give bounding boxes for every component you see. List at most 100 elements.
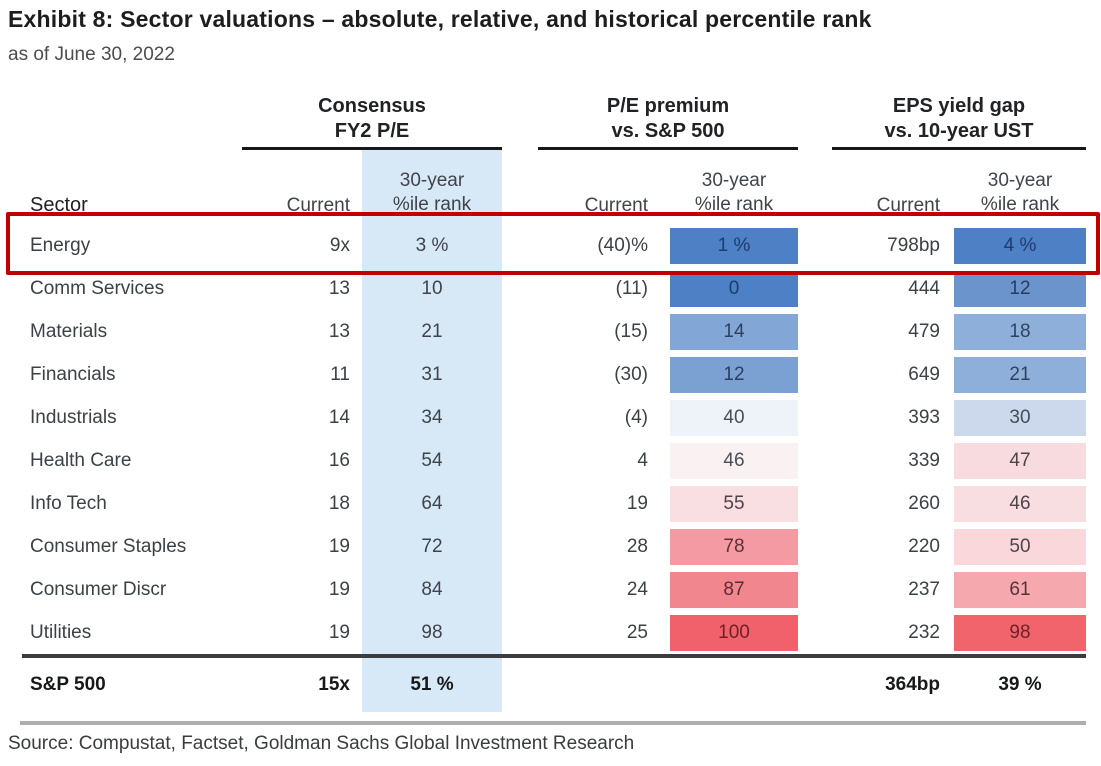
eps-percentile-cell: 47 xyxy=(954,439,1086,482)
eps-percentile-cell: 21 xyxy=(954,353,1086,396)
footer-divider xyxy=(20,721,1086,725)
eps-current-cell: 260 xyxy=(908,492,940,514)
eps-current-cell: 444 xyxy=(908,277,940,299)
eps-percentile-cell: 4 % xyxy=(954,224,1086,267)
fy2-current-cell: 18 xyxy=(328,492,350,514)
percentile-header-premium: 30-year %ile rank xyxy=(694,170,774,215)
group-header-spacer xyxy=(22,84,242,149)
table-row: Health Care 16 54 4 46 339 47 xyxy=(22,439,1086,482)
premium-percentile-cell: 87 xyxy=(670,568,798,611)
page-subtitle: as of June 30, 2022 xyxy=(8,44,175,65)
fy2-current-cell: 9x xyxy=(329,234,350,256)
total-premium-current-cell xyxy=(538,654,670,712)
table-row: Consumer Staples 19 72 28 78 220 50 xyxy=(22,525,1086,568)
premium-percentile-cell: 0 xyxy=(670,267,798,310)
table-body: Energy 9x 3 % (40)% 1 % 798bp 4 % Comm Services… xyxy=(22,224,1086,656)
premium-current-cell: 28 xyxy=(626,535,648,557)
premium-current-cell: (40)% xyxy=(597,234,648,256)
sector-cell: Consumer Staples xyxy=(30,535,187,557)
group-header-consensus-fy2-pe: Consensus FY2 P/E xyxy=(242,84,502,150)
premium-percentile-cell: 1 % xyxy=(670,224,798,267)
premium-percentile-cell: 12 xyxy=(670,353,798,396)
total-premium-percentile-cell xyxy=(670,654,798,712)
premium-percentile-cell: 46 xyxy=(670,439,798,482)
total-fy2-current-cell: 15x xyxy=(242,654,362,712)
sector-cell: Financials xyxy=(30,363,116,385)
current-header-eps: Current xyxy=(876,195,940,216)
fy2-percentile-cell: 54 xyxy=(362,439,502,482)
premium-current-cell: 24 xyxy=(626,578,648,600)
premium-percentile-cell: 100 xyxy=(670,611,798,656)
eps-percentile-cell: 50 xyxy=(954,525,1086,568)
table-row: Industrials 14 34 (4) 40 393 30 xyxy=(22,396,1086,439)
sub-header-row: Sector Current 30-year %ile rank Current… xyxy=(22,148,1086,224)
eps-current-cell: 237 xyxy=(908,578,940,600)
fy2-percentile-cell: 98 xyxy=(362,611,502,656)
fy2-current-cell: 19 xyxy=(328,535,350,557)
eps-current-cell: 339 xyxy=(908,449,940,471)
fy2-percentile-cell: 21 xyxy=(362,310,502,353)
table-row: Financials 11 31 (30) 12 649 21 xyxy=(22,353,1086,396)
page-title: Exhibit 8: Sector valuations – absolute,… xyxy=(8,6,872,32)
group-header-pe-premium: P/E premium vs. S&P 500 xyxy=(538,84,798,150)
percentile-header-eps: 30-year %ile rank xyxy=(980,170,1060,215)
table-row: Comm Services 13 10 (11) 0 444 12 xyxy=(22,267,1086,310)
total-eps-percentile-cell: 39 % xyxy=(954,654,1086,712)
eps-percentile-cell: 61 xyxy=(954,568,1086,611)
source-note: Source: Compustat, Factset, Goldman Sach… xyxy=(8,733,635,754)
premium-current-cell: 25 xyxy=(626,621,648,643)
fy2-current-cell: 14 xyxy=(328,406,350,428)
eps-percentile-cell: 46 xyxy=(954,482,1086,525)
sector-cell: Industrials xyxy=(30,406,117,428)
fy2-percentile-cell: 84 xyxy=(362,568,502,611)
table-row: Consumer Discr 19 84 24 87 237 61 xyxy=(22,568,1086,611)
eps-percentile-cell: 18 xyxy=(954,310,1086,353)
premium-current-cell: (15) xyxy=(614,320,648,342)
fy2-percentile-cell: 31 xyxy=(362,353,502,396)
current-header-fy2: Current xyxy=(286,195,350,216)
eps-percentile-cell: 12 xyxy=(954,267,1086,310)
premium-percentile-cell: 78 xyxy=(670,525,798,568)
premium-current-cell: 19 xyxy=(626,492,648,514)
premium-current-cell: (4) xyxy=(624,406,648,428)
sp500-total-row: S&P 500 15x 51 % 364bp 39 % xyxy=(22,654,1086,712)
fy2-current-cell: 16 xyxy=(328,449,350,471)
group-header-eps-yield-gap: EPS yield gap vs. 10-year UST xyxy=(832,84,1086,150)
sector-cell: Energy xyxy=(30,234,91,256)
group-header-row: Consensus FY2 P/E P/E premium vs. S&P 50… xyxy=(22,84,1086,150)
total-sector-cell: S&P 500 xyxy=(22,654,242,712)
total-eps-current-cell: 364bp xyxy=(832,654,954,712)
eps-current-cell: 220 xyxy=(908,535,940,557)
sector-cell: Consumer Discr xyxy=(30,578,167,600)
eps-current-cell: 393 xyxy=(908,406,940,428)
table-row: Utilities 19 98 25 100 232 98 xyxy=(22,611,1086,656)
fy2-percentile-cell: 34 xyxy=(362,396,502,439)
valuation-table: Consensus FY2 P/E P/E premium vs. S&P 50… xyxy=(22,84,1086,712)
eps-percentile-cell: 30 xyxy=(954,396,1086,439)
eps-current-cell: 479 xyxy=(908,320,940,342)
eps-current-cell: 649 xyxy=(908,363,940,385)
fy2-current-cell: 11 xyxy=(330,363,350,385)
premium-percentile-cell: 14 xyxy=(670,310,798,353)
fy2-current-cell: 13 xyxy=(328,277,350,299)
eps-current-cell: 232 xyxy=(908,621,940,643)
table-row: Info Tech 18 64 19 55 260 46 xyxy=(22,482,1086,525)
sector-cell: Materials xyxy=(30,320,108,342)
current-header-premium: Current xyxy=(584,195,648,216)
fy2-current-cell: 13 xyxy=(328,320,350,342)
premium-percentile-cell: 40 xyxy=(670,396,798,439)
sector-column-header: Sector xyxy=(30,194,88,216)
eps-current-cell: 798bp xyxy=(887,234,940,256)
fy2-percentile-cell: 3 % xyxy=(362,224,502,267)
total-fy2-percentile-cell: 51 % xyxy=(362,654,502,712)
premium-current-cell: (30) xyxy=(614,363,648,385)
fy2-current-cell: 19 xyxy=(328,621,350,643)
fy2-percentile-cell: 64 xyxy=(362,482,502,525)
table-row: Energy 9x 3 % (40)% 1 % 798bp 4 % xyxy=(22,224,1086,267)
fy2-current-cell: 19 xyxy=(328,578,350,600)
sector-cell: Health Care xyxy=(30,449,132,471)
fy2-percentile-cell: 72 xyxy=(362,525,502,568)
premium-percentile-cell: 55 xyxy=(670,482,798,525)
eps-percentile-cell: 98 xyxy=(954,611,1086,656)
